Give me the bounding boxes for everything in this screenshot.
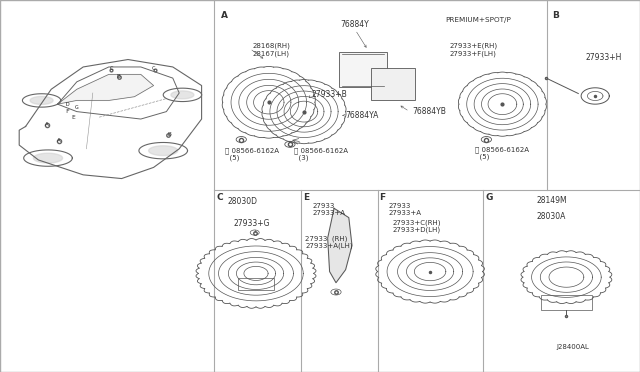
Text: F: F bbox=[65, 109, 69, 114]
FancyBboxPatch shape bbox=[339, 52, 387, 87]
Polygon shape bbox=[33, 153, 63, 163]
Text: C: C bbox=[216, 193, 223, 202]
Bar bbox=[238, 278, 274, 290]
Text: 76884Y: 76884Y bbox=[341, 20, 369, 29]
Text: 27933+E(RH)
27933+F(LH): 27933+E(RH) 27933+F(LH) bbox=[450, 43, 498, 57]
Text: A: A bbox=[57, 138, 61, 143]
Text: 76884YA: 76884YA bbox=[346, 111, 379, 120]
Text: E: E bbox=[303, 193, 309, 202]
Polygon shape bbox=[30, 96, 53, 105]
Polygon shape bbox=[58, 74, 154, 104]
Text: Ⓑ 08566-6162A
  (3): Ⓑ 08566-6162A (3) bbox=[294, 147, 348, 161]
Text: 27933  (RH)
27933+A(LH): 27933 (RH) 27933+A(LH) bbox=[305, 235, 353, 249]
Text: 27933+G: 27933+G bbox=[234, 219, 270, 228]
Text: 27933
27933+A: 27933 27933+A bbox=[388, 203, 422, 216]
Text: E: E bbox=[72, 115, 76, 120]
Text: 27933
27933+A: 27933 27933+A bbox=[312, 203, 346, 216]
Text: F: F bbox=[380, 193, 386, 202]
Text: Ⓑ 08566-6162A
  (5): Ⓑ 08566-6162A (5) bbox=[225, 147, 279, 161]
Text: 28030A: 28030A bbox=[536, 212, 566, 221]
Text: PREMIUM+SPOT/P: PREMIUM+SPOT/P bbox=[445, 17, 511, 23]
Text: Ⓑ 08566-6162A
  (5): Ⓑ 08566-6162A (5) bbox=[475, 146, 529, 160]
Text: 27933+B: 27933+B bbox=[312, 90, 348, 99]
Text: C: C bbox=[152, 66, 156, 71]
Text: B: B bbox=[168, 132, 172, 137]
Text: B: B bbox=[552, 11, 559, 20]
Bar bbox=[541, 295, 592, 310]
Text: G: G bbox=[75, 105, 79, 110]
FancyBboxPatch shape bbox=[371, 68, 415, 100]
Text: 27933+H: 27933+H bbox=[586, 53, 622, 62]
Text: 28030D: 28030D bbox=[227, 198, 257, 206]
Polygon shape bbox=[171, 91, 194, 99]
Text: 28149M: 28149M bbox=[536, 196, 567, 205]
Text: J28400AL: J28400AL bbox=[557, 344, 589, 350]
Text: B: B bbox=[116, 74, 120, 79]
Text: C: C bbox=[110, 66, 114, 71]
Polygon shape bbox=[328, 208, 352, 283]
Text: A: A bbox=[221, 11, 228, 20]
Text: D: D bbox=[65, 102, 69, 108]
Text: 76884YB: 76884YB bbox=[413, 107, 447, 116]
Text: G: G bbox=[485, 193, 493, 202]
Text: A: A bbox=[45, 122, 49, 127]
Text: 28168(RH)
28167(LH): 28168(RH) 28167(LH) bbox=[253, 43, 291, 57]
Text: 27933+C(RH)
27933+D(LH): 27933+C(RH) 27933+D(LH) bbox=[393, 219, 442, 234]
Polygon shape bbox=[148, 146, 178, 155]
